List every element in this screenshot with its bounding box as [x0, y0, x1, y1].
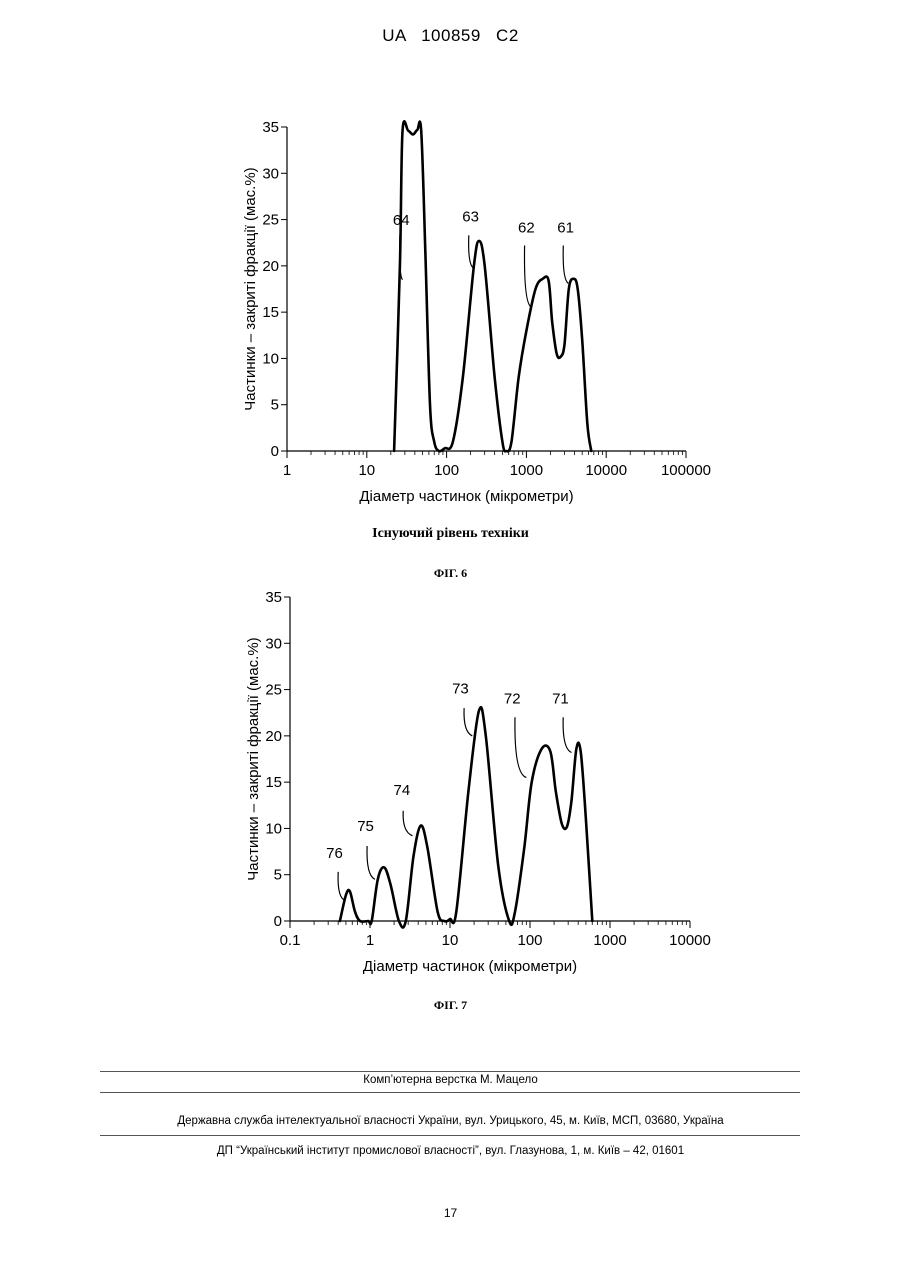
y-tick-label: 5 [274, 867, 282, 884]
patent-number: UA 100859 C2 [0, 26, 901, 46]
leader-line [367, 846, 375, 879]
y-tick-label: 15 [262, 304, 279, 321]
leader-line [338, 872, 344, 900]
curve-label-61: 61 [557, 220, 574, 237]
x-tick-label: 10000 [669, 932, 711, 949]
x-tick-label: 1 [283, 462, 291, 479]
x-tick-label: 100 [434, 462, 459, 479]
curve-label-75: 75 [357, 818, 374, 835]
y-tick-label: 10 [262, 350, 279, 367]
x-tick-label: 100000 [661, 462, 711, 479]
x-axis-title: Діаметр частинок (мікрометри) [359, 488, 573, 505]
footer-institute: ДП “Український інститут промислової вла… [0, 1145, 901, 1157]
distribution-curve [340, 707, 592, 927]
curve-label-72: 72 [504, 690, 521, 707]
footer-layout-credit: Комп’ютерна верстка М. Мацело [0, 1074, 901, 1086]
x-tick-label: 1 [366, 932, 374, 949]
figure-7-caption: ФІГ. 7 [0, 998, 901, 1013]
figure-6-chart: 0 5 10 15 20 25 30 35 1 10 100 1000 10000 100000 Діаме… [0, 100, 901, 520]
leader-line [563, 717, 571, 752]
leader-line [464, 708, 472, 736]
y-tick-label: 35 [265, 589, 282, 606]
distribution-curve [394, 121, 591, 451]
leader-line [524, 246, 531, 308]
curve-label-62: 62 [518, 220, 535, 237]
curve-label-73: 73 [452, 680, 469, 697]
x-tick-label: 10 [442, 932, 459, 949]
leader-line [469, 235, 473, 267]
curve-label-71: 71 [552, 690, 569, 707]
y-tick-label: 25 [262, 212, 279, 229]
footer-divider [100, 1092, 800, 1093]
leader-line [403, 811, 412, 836]
leader-line [515, 717, 526, 777]
y-axis-title: Частинки – закриті фракції (мас.%) [242, 167, 259, 410]
x-axis-title: Діаметр частинок (мікрометри) [363, 958, 577, 975]
figure-7-chart: 0 5 10 15 20 25 30 35 0.1 1 10 100 1000 10000 Діаметр … [0, 570, 901, 990]
y-tick-label: 10 [265, 820, 282, 837]
leader-line [563, 246, 568, 284]
x-tick-label: 0.1 [280, 932, 301, 949]
x-tick-label: 10000 [585, 462, 627, 479]
y-tick-label: 20 [265, 728, 282, 745]
footer-divider [100, 1071, 800, 1072]
prior-art-caption: Існуючий рівень техніки [0, 526, 901, 542]
y-axis-title: Частинки – закриті фракції (мас.%) [245, 637, 262, 880]
page-number: 17 [0, 1206, 901, 1220]
y-tick-label: 20 [262, 258, 279, 275]
y-tick-label: 0 [271, 443, 279, 460]
y-tick-label: 30 [262, 165, 279, 182]
y-tick-label: 30 [265, 635, 282, 652]
y-tick-label: 0 [274, 913, 282, 930]
x-tick-label: 10 [358, 462, 375, 479]
y-tick-label: 35 [262, 119, 279, 136]
curve-label-74: 74 [393, 782, 410, 799]
x-tick-label: 100 [517, 932, 542, 949]
footer-agency: Державна служба інтелектуальної власност… [0, 1115, 901, 1127]
curve-label-76: 76 [326, 845, 343, 862]
curve-label-64: 64 [393, 212, 410, 229]
x-tick-label: 1000 [510, 462, 543, 479]
curve-label-63: 63 [462, 208, 479, 225]
y-tick-label: 25 [265, 682, 282, 699]
footer-divider [100, 1135, 800, 1136]
x-tick-label: 1000 [593, 932, 626, 949]
y-tick-label: 5 [271, 397, 279, 414]
y-tick-label: 15 [265, 774, 282, 791]
